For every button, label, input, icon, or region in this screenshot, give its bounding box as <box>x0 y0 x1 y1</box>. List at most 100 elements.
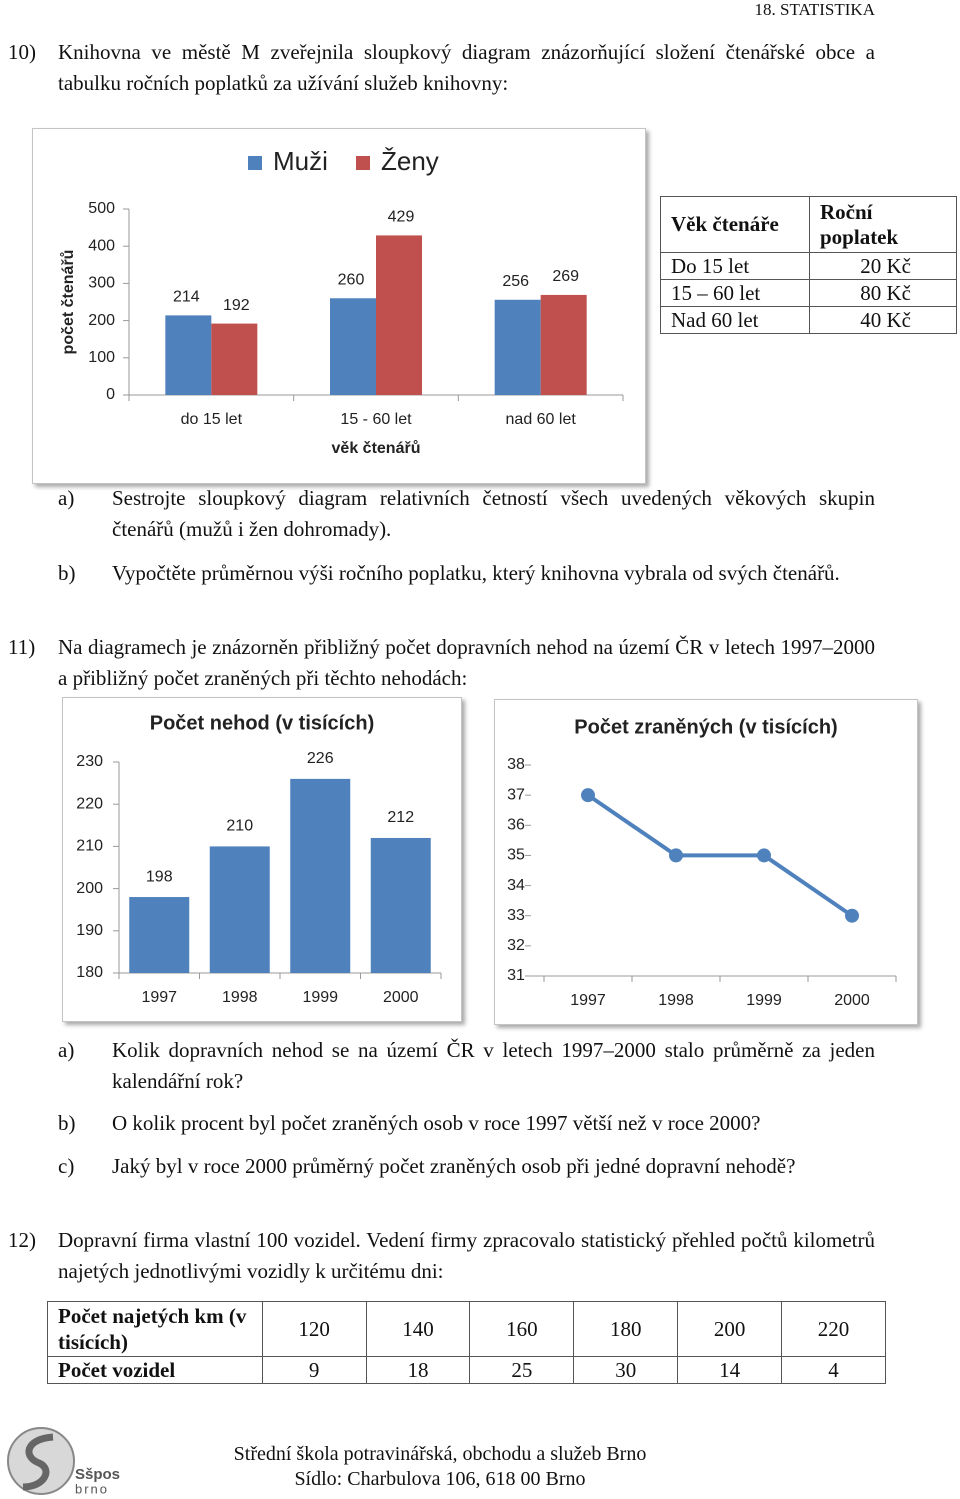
bar <box>370 837 431 973</box>
y-tick-label: 34 <box>507 877 525 894</box>
y-tick-label: 210 <box>76 838 103 855</box>
cell: 200 <box>677 1301 783 1357</box>
table-row: 15 – 60 let 80 Kč <box>660 279 957 307</box>
cell: 160 <box>469 1301 575 1357</box>
question-label: b) <box>58 1111 76 1135</box>
legend-swatch <box>248 156 262 170</box>
question-text: Kolik dopravních nehod se na území ČR v … <box>112 1038 875 1093</box>
bar <box>376 235 422 395</box>
cell: 15 – 60 let <box>660 279 810 307</box>
question-label: b) <box>58 561 76 585</box>
legend-label: Ženy <box>381 146 439 176</box>
x-axis-label: věk čtenářů <box>332 440 421 457</box>
x-tick-label: 15 - 60 let <box>340 411 412 428</box>
cell: 4 <box>781 1356 886 1384</box>
cell: 180 <box>573 1301 679 1357</box>
header-cell: Věk čtenáře <box>660 196 810 253</box>
y-tick-label: 36 <box>507 817 525 834</box>
cell: 30 <box>573 1356 679 1384</box>
bar <box>540 294 587 395</box>
cell: Do 15 let <box>660 252 810 280</box>
question-text: O kolik procent byl počet zraněných osob… <box>112 1111 761 1135</box>
cell: 220 <box>781 1301 886 1357</box>
cell: 80 Kč <box>809 279 957 307</box>
question-text: Sestrojte sloupkový diagram relativních … <box>112 486 875 541</box>
task-text: Na diagramech je znázorněn přibližný poč… <box>58 635 875 690</box>
x-tick-label: do 15 let <box>181 411 243 428</box>
footer-line: Střední škola potravinářská, obchodu a s… <box>233 1443 647 1465</box>
data-label: 214 <box>173 289 200 306</box>
y-tick-label: 400 <box>88 237 115 254</box>
question-text: Jaký byl v roce 2000 průměrný počet zran… <box>112 1154 796 1178</box>
bar <box>209 846 270 973</box>
logo-swoosh <box>22 1433 54 1491</box>
y-tick-label: 300 <box>88 275 115 292</box>
x-tick-label: 2000 <box>383 989 419 1006</box>
y-tick-label: 100 <box>88 349 115 366</box>
y-tick-label: 0 <box>106 386 115 403</box>
y-tick-label: 500 <box>88 200 115 217</box>
km-table: Počet najetých km (v tisících) 120 140 160 1… <box>47 1301 886 1384</box>
cell: Nad 60 let <box>660 306 810 334</box>
x-tick-label: 2000 <box>834 992 870 1009</box>
data-label: 429 <box>388 209 415 226</box>
table-row: Do 15 let 20 Kč <box>660 252 957 280</box>
logo-text: brno <box>75 1481 109 1496</box>
cell: 25 <box>469 1356 575 1384</box>
header: 18. STATISTIKA <box>754 0 875 19</box>
task-number: 12) <box>8 1228 36 1252</box>
y-tick-label: 190 <box>76 922 103 939</box>
footer-line: Sídlo: Charbulova 106, 618 00 Brno <box>294 1468 586 1490</box>
chart-box: Počet zraněných (v tisících) 31 32 33 34 35 36… <box>494 699 918 1025</box>
data-label: 192 <box>223 297 250 314</box>
y-tick-label: 220 <box>76 795 103 812</box>
cell: 18 <box>365 1356 471 1384</box>
table-row: Nad 60 let 40 Kč <box>660 306 957 334</box>
cell: 20 Kč <box>809 252 957 280</box>
marker <box>845 908 859 923</box>
data-label: 198 <box>146 868 173 885</box>
bar <box>330 298 376 395</box>
bar <box>211 323 258 395</box>
marker <box>757 848 771 863</box>
chart-title: Počet zraněných (v tisících) <box>574 716 837 738</box>
task-text: Knihovna ve městě M zveřejnila sloupkový… <box>58 40 875 95</box>
logo-text: Sšpos <box>75 1466 120 1483</box>
x-tick-label: 1998 <box>658 992 694 1009</box>
task-text: Dopravní firma vlastní 100 vozidel. Vede… <box>58 1228 875 1283</box>
question-text: Vypočtěte průměrnou výši ročního poplatk… <box>112 561 840 585</box>
table-header: Věk čtenáře Roční poplatek <box>660 196 957 253</box>
y-tick-label: 37 <box>507 786 525 803</box>
row-label: Počet najetých km (v tisících) <box>47 1301 263 1357</box>
cell: 40 Kč <box>809 306 957 334</box>
cell: 120 <box>261 1301 367 1357</box>
bar <box>494 299 541 395</box>
marker <box>581 788 595 803</box>
y-tick-label: 31 <box>507 967 525 984</box>
x-tick-label: 1997 <box>141 989 177 1006</box>
chart-title: Počet nehod (v tisících) <box>150 712 374 734</box>
chart-box: Počet nehod (v tisících) 180 190 200 210 220 2… <box>62 697 462 1022</box>
line <box>586 793 854 918</box>
y-tick-label: 35 <box>507 847 525 864</box>
marker <box>669 848 683 863</box>
y-tick-label: 38 <box>507 756 525 773</box>
legend-swatch <box>356 156 370 170</box>
fee-table: Věk čtenáře Roční poplatek Do 15 let 20 K… <box>660 196 957 334</box>
data-label: 269 <box>552 268 579 285</box>
bar <box>129 897 190 973</box>
y-tick-label: 230 <box>76 753 103 770</box>
table-row: Počet vozidel 9 18 25 30 14 4 <box>47 1356 886 1384</box>
cell: 9 <box>261 1356 367 1384</box>
question-label: c) <box>58 1154 75 1178</box>
row-label: Počet vozidel <box>47 1356 263 1384</box>
bar <box>165 315 212 395</box>
x-tick-label: nad 60 let <box>506 411 577 428</box>
y-tick-label: 200 <box>88 312 115 329</box>
chart: Počet nehod (v tisících) 180 190 200 210 220 2… <box>76 712 442 1006</box>
cell: 14 <box>677 1356 783 1384</box>
y-tick-label: 180 <box>76 964 103 981</box>
y-tick-label: 33 <box>507 907 525 924</box>
bar <box>290 778 351 973</box>
